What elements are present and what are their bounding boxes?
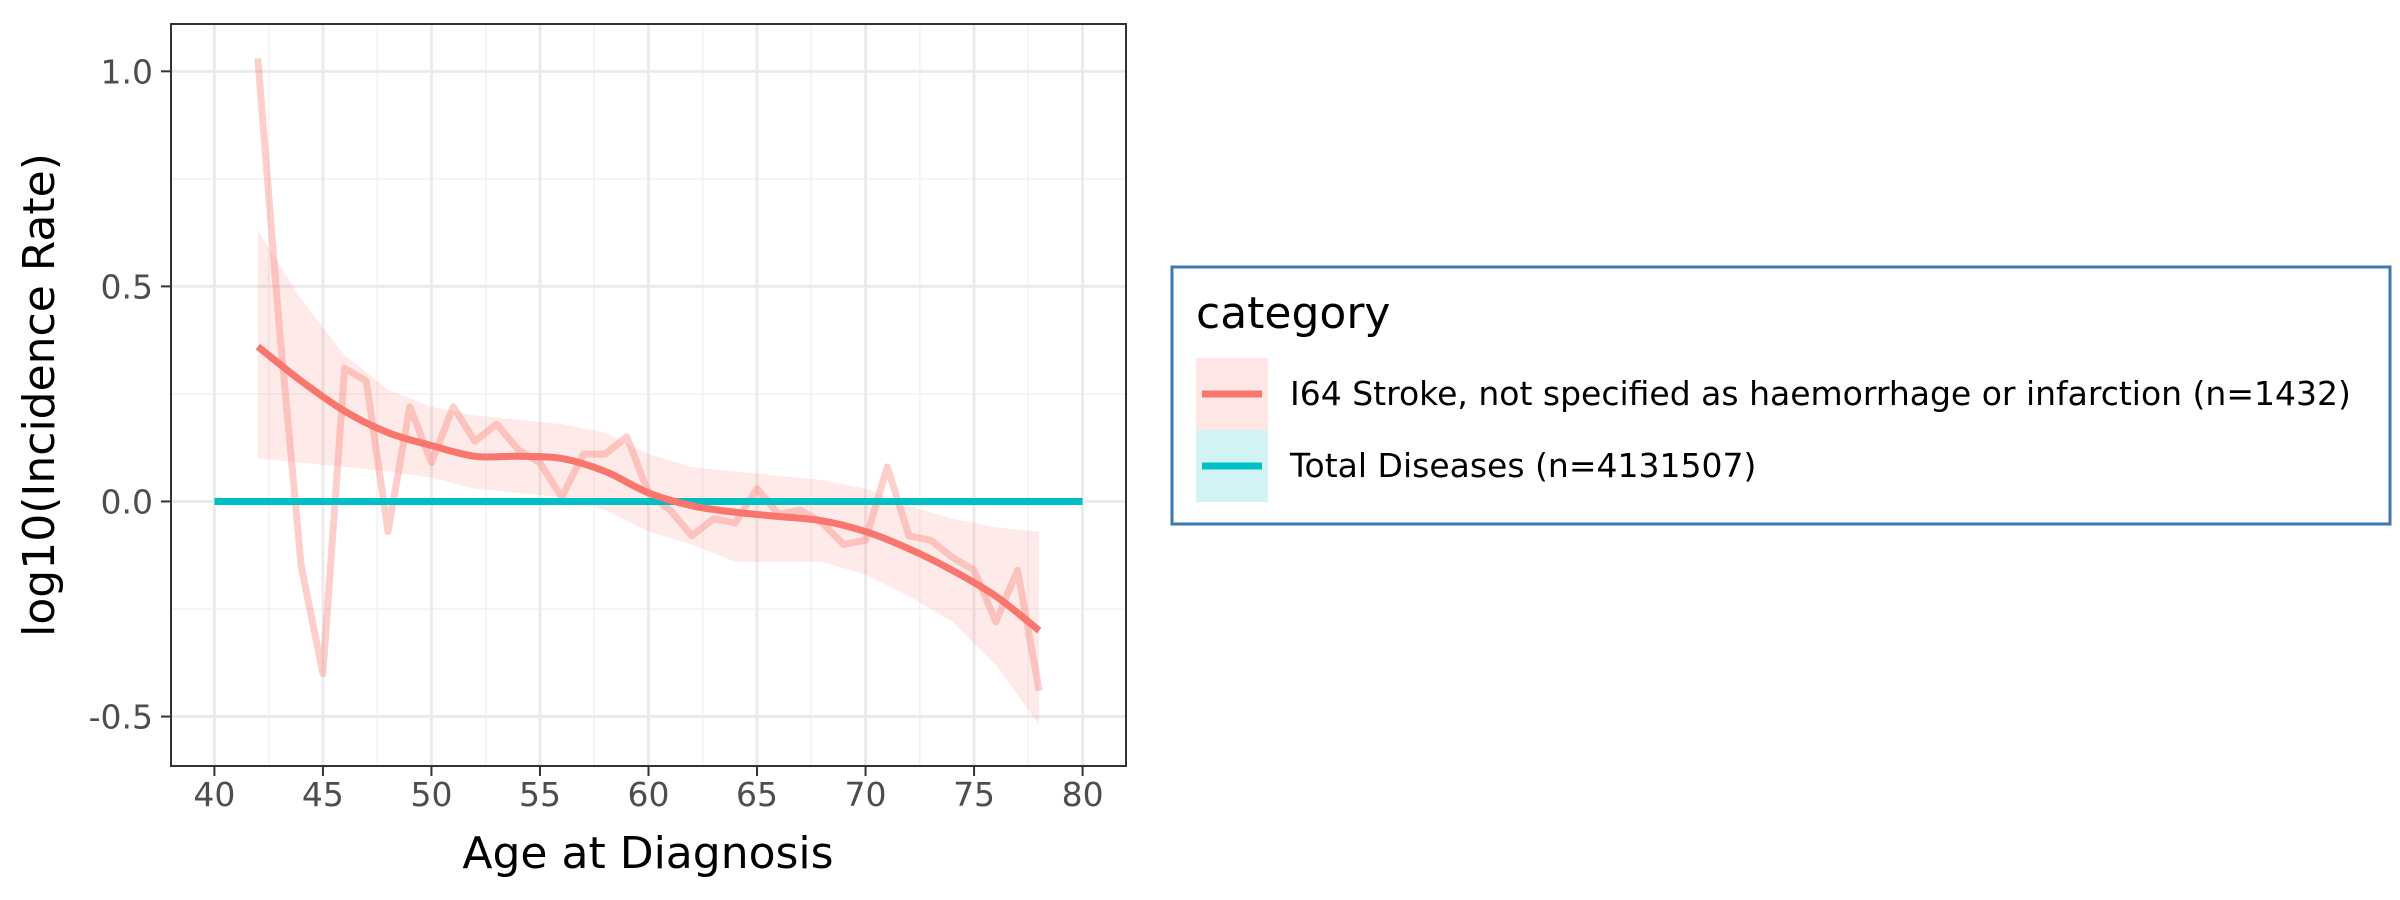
y-tick-label: 0.5 xyxy=(101,267,153,306)
series-layer xyxy=(214,58,1083,726)
x-axis-title: Age at Diagnosis xyxy=(462,828,833,879)
y-tick-label: 1.0 xyxy=(101,52,153,91)
x-tick-label: 75 xyxy=(953,775,995,814)
legend-label-stroke: I64 Stroke, not specified as haemorrhage… xyxy=(1290,374,2351,413)
legend-box xyxy=(1170,265,2392,526)
legend-title: category xyxy=(1196,288,1390,339)
x-tick-label: 50 xyxy=(410,775,452,814)
x-tick-label: 60 xyxy=(628,775,670,814)
legend-label-total: Total Diseases (n=4131507) xyxy=(1289,446,1756,485)
x-tick-label: 80 xyxy=(1062,775,1104,814)
y-axis-title: log10(Incidence Rate) xyxy=(14,153,65,637)
x-tick-label: 70 xyxy=(845,775,887,814)
x-axis: 40 45 50 55 60 65 70 75 80 xyxy=(193,766,1104,814)
legend-key-stroke xyxy=(1196,358,1268,430)
y-tick-label: 0.0 xyxy=(101,482,153,521)
legend-key-total xyxy=(1196,430,1268,502)
x-tick-label: 40 xyxy=(193,775,235,814)
stroke-confidence-band xyxy=(257,230,1040,726)
legend: category I64 Stroke, not specified as ha… xyxy=(1170,265,2392,526)
x-tick-label: 55 xyxy=(519,775,561,814)
x-tick-label: 65 xyxy=(736,775,778,814)
y-tick-label: -0.5 xyxy=(89,698,153,737)
stroke-smoothed-line xyxy=(255,343,1042,634)
x-tick-label: 45 xyxy=(302,775,344,814)
y-axis: -0.5 0.0 0.5 1.0 xyxy=(89,52,171,737)
